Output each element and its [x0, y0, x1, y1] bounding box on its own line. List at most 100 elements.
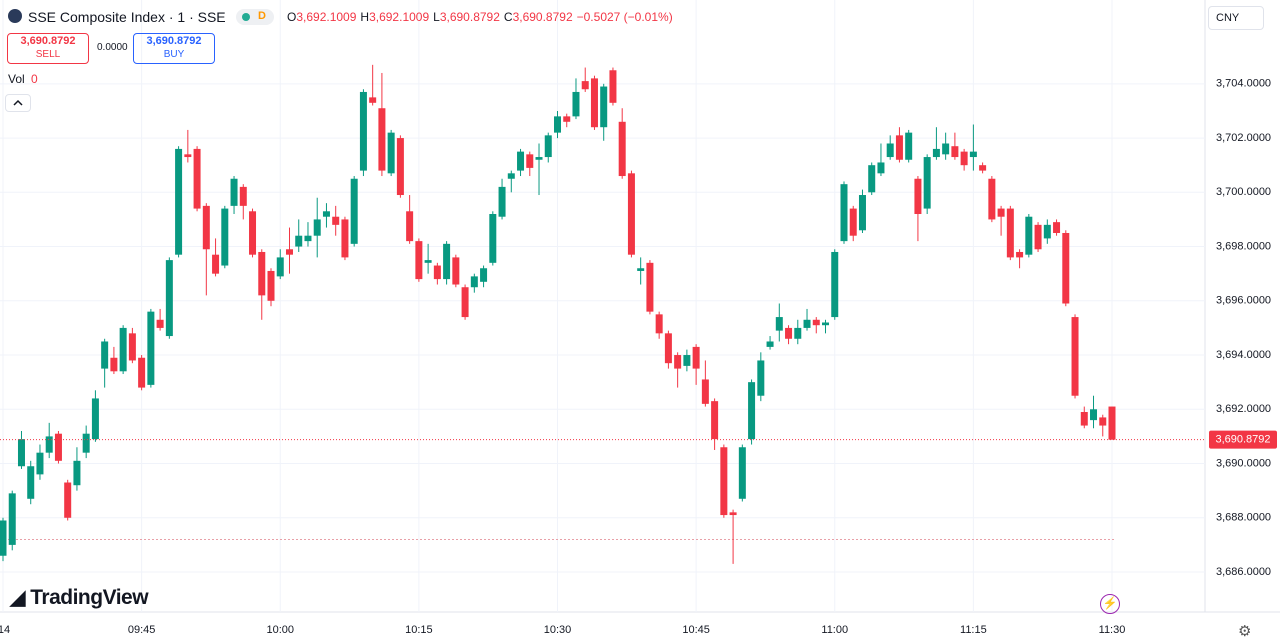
lightning-button[interactable]: ⚡	[1100, 594, 1120, 614]
candle-body	[1016, 251, 1024, 258]
candle-body	[91, 398, 99, 440]
candle-body	[637, 268, 645, 271]
candle-body	[480, 268, 488, 282]
ohlc-value: 3,690.8792	[512, 10, 573, 24]
candle-body	[193, 148, 201, 209]
delay-badge: D	[258, 10, 266, 22]
symbol-icon	[8, 9, 22, 23]
candle-body	[572, 91, 580, 117]
status-dot	[242, 13, 250, 21]
candle-body	[128, 333, 136, 361]
candle-body	[600, 86, 608, 128]
candle-body	[138, 357, 146, 388]
ohlc-key: O	[287, 10, 297, 24]
candle-body	[590, 78, 598, 128]
collapse-button[interactable]	[5, 94, 31, 112]
symbol-title[interactable]: SSE Composite Index · 1 · SSE	[28, 9, 226, 25]
candle-body	[424, 260, 432, 263]
candle-body	[544, 135, 552, 158]
ohlc-key: H	[360, 10, 370, 24]
candle-body	[877, 162, 885, 174]
buy-button[interactable]: 3,690.8792 BUY	[133, 33, 215, 64]
candle-body	[757, 360, 765, 396]
candle-body	[406, 211, 414, 242]
candle-body	[507, 173, 515, 179]
sell-button[interactable]: 3,690.8792 SELL	[7, 33, 89, 64]
y-tick-label: 3,700.0000	[1216, 186, 1271, 198]
ohlc-legend: O3,692.1009 H3,692.1009 L3,690.8792 C3,690.…	[287, 10, 673, 24]
candle-body	[563, 116, 571, 122]
y-tick-label: 3,696.0000	[1216, 295, 1271, 307]
candle-body	[683, 355, 691, 366]
candle-body	[895, 135, 903, 160]
candle-body	[267, 270, 275, 301]
candle-body	[646, 262, 654, 312]
currency-button[interactable]: CNY	[1208, 6, 1264, 30]
candle-body	[221, 208, 229, 266]
x-tick-label: 11:15	[960, 624, 987, 636]
ohlc-value: 3,692.1009	[296, 10, 357, 24]
ohlc-key: C	[503, 10, 513, 24]
candle-body	[212, 254, 220, 274]
candle-body	[17, 439, 25, 467]
candle-body	[147, 311, 155, 385]
candle-body	[175, 148, 183, 255]
candle-body	[433, 265, 441, 280]
candle-body	[470, 276, 478, 288]
candle-body	[692, 346, 700, 369]
candle-body	[443, 243, 451, 280]
candle-body	[775, 317, 783, 331]
change: −0.5027 (−0.01%)	[576, 10, 673, 24]
candle-body	[627, 173, 635, 255]
candle-body	[378, 108, 386, 171]
sell-price: 3,690.8792	[20, 35, 76, 47]
candle-body	[387, 132, 395, 174]
candle-body	[997, 208, 1005, 217]
candle-body	[285, 249, 293, 255]
candle-body	[1006, 208, 1014, 258]
candle-body	[1053, 222, 1061, 233]
candle-body	[119, 327, 127, 372]
candle-body	[655, 314, 663, 334]
candle-body	[942, 143, 950, 155]
candle-body	[230, 178, 238, 206]
x-tick-label: 10:30	[544, 624, 572, 636]
candle-body	[1071, 317, 1079, 396]
candle-body	[1090, 409, 1098, 421]
candle-body	[258, 251, 266, 296]
candle-body	[794, 327, 802, 339]
candle-body	[184, 154, 192, 158]
candle-body	[886, 143, 894, 158]
candle-body	[831, 251, 839, 318]
candle-body	[914, 178, 922, 215]
candle-body	[45, 436, 53, 453]
y-tick-label: 3,692.0000	[1216, 403, 1271, 415]
y-tick-label: 3,702.0000	[1216, 132, 1271, 144]
candle-body	[664, 333, 672, 364]
candle-body	[1099, 417, 1107, 426]
candle-body	[341, 219, 349, 258]
last-price-label: 3,690.8792	[1215, 434, 1270, 446]
candle-body	[988, 178, 996, 220]
candle-body	[923, 157, 931, 209]
candle-body	[461, 287, 469, 318]
candle-body	[452, 257, 460, 285]
candle-body	[554, 116, 561, 133]
brand-text: TradingView	[30, 586, 149, 609]
candle-body	[165, 260, 173, 337]
vol-label: Vol	[8, 72, 25, 86]
candle-body	[304, 235, 312, 242]
candle-body	[535, 157, 543, 160]
settings-button[interactable]: ⚙	[1238, 623, 1252, 640]
candle-body	[322, 211, 330, 217]
vol-value: 0	[31, 72, 38, 86]
x-tick-label: 10:00	[266, 624, 294, 636]
candle-body	[766, 341, 774, 347]
candle-body	[748, 382, 756, 440]
candle-body	[1080, 411, 1088, 426]
candle-body	[64, 482, 72, 518]
x-tick-label: 14	[0, 624, 10, 636]
ohlc-value: 3,692.1009	[369, 10, 430, 24]
brand-logo[interactable]: ◢ TradingView	[10, 586, 149, 609]
candle-body	[396, 138, 404, 196]
